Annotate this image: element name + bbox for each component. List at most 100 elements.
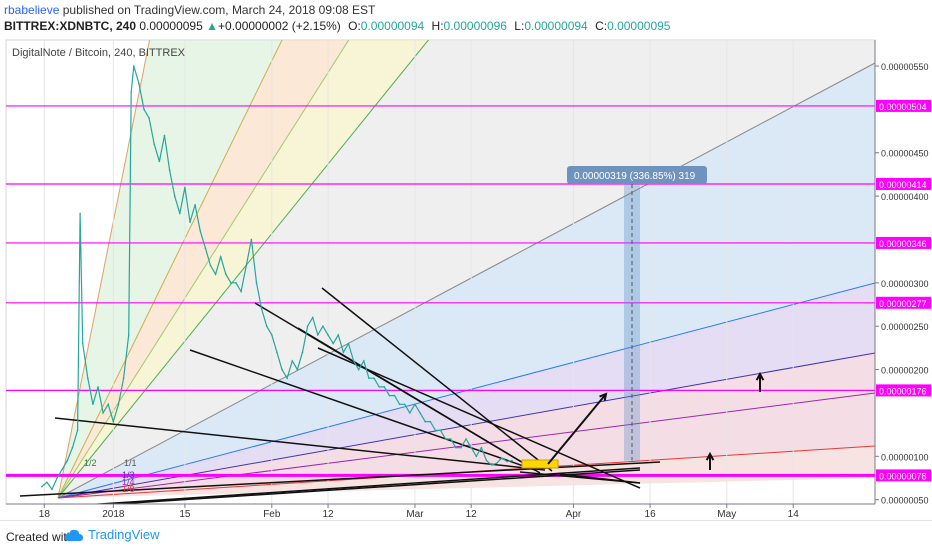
price-point-55 <box>311 316 314 319</box>
price-point-80 <box>439 429 442 432</box>
level-label-1: 0.00000414 <box>879 180 927 190</box>
level-label-bg-2 <box>876 236 931 249</box>
price-tick-label-1: 0.00000450 <box>881 149 929 159</box>
measure-range-box[interactable] <box>624 183 640 461</box>
price-point-18 <box>127 334 130 336</box>
price-point-78 <box>429 420 432 423</box>
price-tick-label-7: 0.00000050 <box>881 496 929 506</box>
price-point-94 <box>511 459 513 462</box>
trend-line-1[interactable] <box>40 467 641 508</box>
price-point-61 <box>342 351 345 354</box>
publish-info: rbabelieve published on TradingView.com,… <box>4 3 375 17</box>
level-label-bg-4 <box>876 384 931 397</box>
price-point-92 <box>501 457 503 459</box>
up-right-arrow-icon-shaft <box>547 393 607 465</box>
highlight-box[interactable] <box>521 459 559 469</box>
last-price: 0.00000095 <box>139 19 203 33</box>
price-point-38 <box>225 273 227 275</box>
price-point-29 <box>179 212 181 215</box>
time-tick-label-5: Mar <box>406 509 424 520</box>
time-tick-label-2: 15 <box>179 509 191 520</box>
price-point-89 <box>485 459 488 462</box>
time-tick-label-8: 16 <box>645 509 657 520</box>
price-tick-label-0: 0.00000550 <box>881 62 929 72</box>
price-point-8 <box>79 212 81 215</box>
price-point-15 <box>112 420 115 423</box>
time-tick-label-4: 12 <box>322 509 334 520</box>
trend-line-4[interactable] <box>189 349 536 471</box>
price-point-83 <box>455 446 457 449</box>
price-point-44 <box>255 282 258 284</box>
price-point-91 <box>495 462 498 465</box>
fan-line-3 <box>57 40 430 499</box>
price-point-31 <box>189 221 191 223</box>
price-point-88 <box>480 446 483 449</box>
price-point-6 <box>71 446 74 449</box>
price-point-10 <box>86 377 89 380</box>
footer: Created with TradingView <box>0 520 932 551</box>
price-point-63 <box>352 360 355 362</box>
price-point-48 <box>276 351 278 354</box>
price-point-7 <box>76 429 79 432</box>
price-point-23 <box>148 117 150 119</box>
price-point-85 <box>465 438 467 440</box>
author-link[interactable]: rbabelieve <box>4 3 60 17</box>
price-point-39 <box>230 282 232 284</box>
high-value: 0.00000096 <box>443 19 507 33</box>
price-point-11 <box>92 403 94 406</box>
trend-line-7[interactable] <box>321 287 553 472</box>
trend-line-3[interactable] <box>54 417 546 471</box>
price-point-71 <box>393 394 396 397</box>
time-tick-label-9: May <box>717 509 736 520</box>
price-tick-label-3: 0.00000300 <box>881 279 929 289</box>
price-point-69 <box>383 386 386 388</box>
high-label: H: <box>431 19 444 33</box>
price-point-84 <box>460 446 462 449</box>
level-label-bg-5 <box>876 469 931 482</box>
price-point-45 <box>260 308 263 310</box>
level-label-4: 0.00000176 <box>879 386 927 396</box>
price-point-86 <box>470 446 472 449</box>
up-arrow-icon-1-head <box>755 371 765 381</box>
level-label-bg-1 <box>876 177 931 190</box>
price-point-26 <box>163 134 166 137</box>
tradingview-logo[interactable]: TradingView <box>64 527 160 542</box>
created-with-text: Created with <box>6 530 74 544</box>
fan-line-4 <box>57 62 875 499</box>
price-point-68 <box>378 386 380 388</box>
price-point-87 <box>475 455 478 458</box>
trend-line-6[interactable] <box>297 327 541 474</box>
up-right-arrow-icon <box>547 392 608 465</box>
low-label: L: <box>514 19 525 33</box>
price-point-47 <box>271 334 273 336</box>
price-point-3 <box>56 477 58 479</box>
price-point-56 <box>317 334 319 336</box>
price-chart[interactable]: 0.00000319 (336.85%) 3191/11/21/31/41/8 … <box>0 38 932 520</box>
up-arrow-icon-2 <box>705 451 715 470</box>
price-point-27 <box>168 169 171 171</box>
price-point-4 <box>61 468 64 471</box>
price-point-37 <box>219 256 222 258</box>
price-point-36 <box>214 273 217 275</box>
time-tick-label-1: 2018 <box>102 509 125 520</box>
level-label-bg-0 <box>876 99 931 112</box>
price-point-40 <box>235 282 237 284</box>
trend-line-2[interactable] <box>55 469 641 508</box>
price-point-46 <box>265 325 268 328</box>
level-label-3: 0.00000277 <box>879 299 927 309</box>
trend-line-10[interactable] <box>559 473 641 484</box>
price-point-21 <box>138 82 140 85</box>
fan-line-2 <box>57 40 350 499</box>
trend-line-8[interactable] <box>317 347 641 489</box>
price-point-43 <box>250 238 253 241</box>
fan-line-0 <box>57 40 151 499</box>
price-point-70 <box>388 394 391 397</box>
price-point-9 <box>81 342 84 345</box>
price-point-20 <box>132 65 135 67</box>
price-point-53 <box>301 351 304 354</box>
up-arrow-icon-1 <box>755 371 765 392</box>
price-change: +0.00000002 (+2.15%) <box>218 19 341 33</box>
price-point-52 <box>296 368 299 371</box>
price-point-33 <box>199 230 202 232</box>
price-point-79 <box>434 429 437 432</box>
